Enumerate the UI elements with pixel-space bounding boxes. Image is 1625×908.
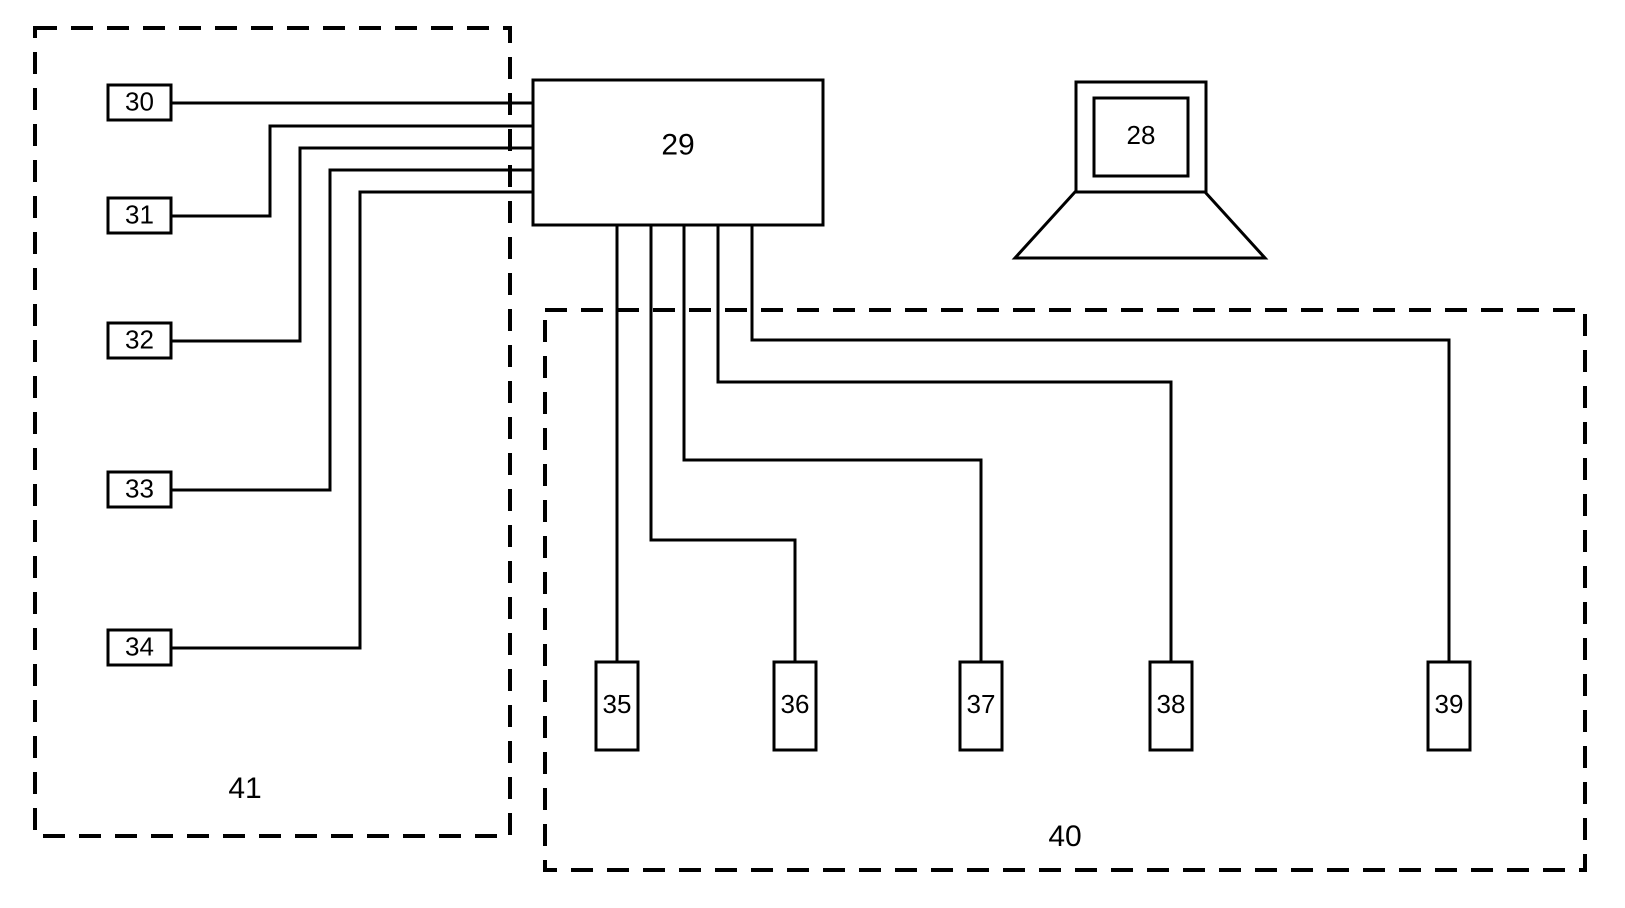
node-31-label: 31 xyxy=(125,199,154,229)
wire-34 xyxy=(171,192,533,648)
node-28-label: 28 xyxy=(1127,120,1156,150)
computer-base xyxy=(1015,192,1265,258)
region-41-label: 41 xyxy=(228,772,261,805)
node-38-label: 38 xyxy=(1157,689,1186,719)
wire-32 xyxy=(171,148,533,341)
wire-37 xyxy=(684,225,981,662)
node-36-label: 36 xyxy=(781,689,810,719)
region-40-label: 40 xyxy=(1048,820,1081,853)
node-30-label: 30 xyxy=(125,86,154,116)
node-35-label: 35 xyxy=(603,689,632,719)
node-33-label: 33 xyxy=(125,473,154,503)
wire-38 xyxy=(718,225,1171,662)
wire-36 xyxy=(651,225,795,662)
node-34-label: 34 xyxy=(125,631,154,661)
node-39-label: 39 xyxy=(1435,689,1464,719)
wire-39 xyxy=(752,225,1449,662)
region-40 xyxy=(545,310,1585,870)
wire-33 xyxy=(171,170,533,490)
diagram-canvas: 41 40 29 28 30 31 32 33 34 35 36 37 38 39 xyxy=(0,0,1625,908)
node-29-label: 29 xyxy=(661,128,694,161)
node-37-label: 37 xyxy=(967,689,996,719)
node-32-label: 32 xyxy=(125,324,154,354)
